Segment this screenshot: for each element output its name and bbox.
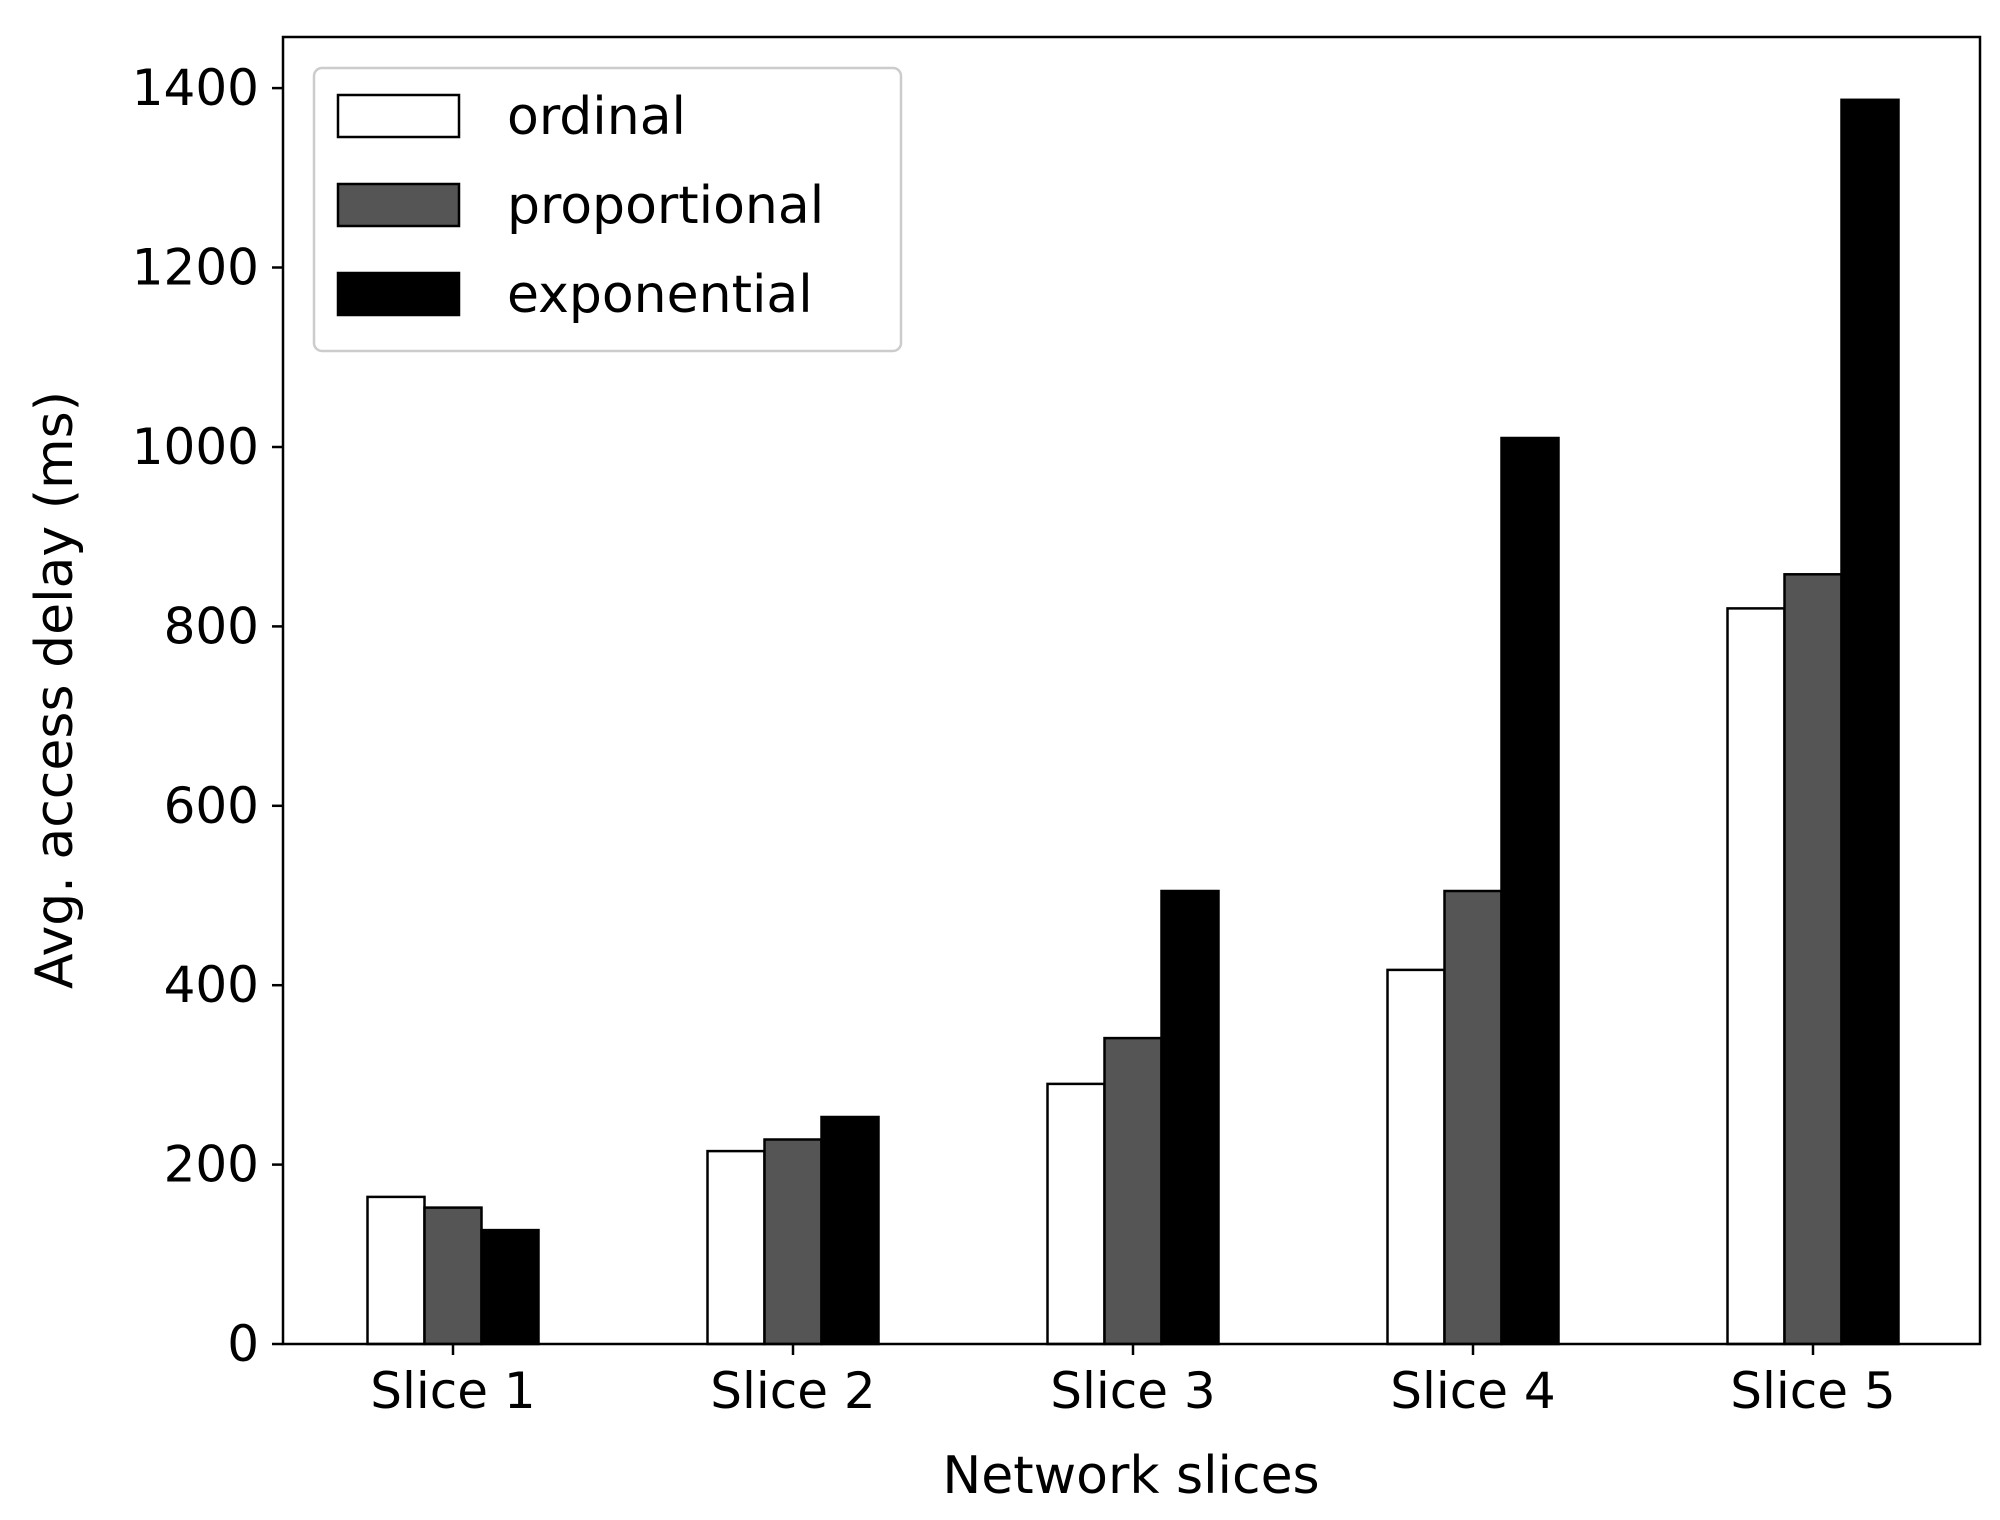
legend: ordinal proportional exponential — [312, 66, 903, 353]
bar-exponential-slice-5 — [1840, 98, 1900, 1346]
x-axis: Slice 1 Slice 2 Slice 3 Slice 4 Slice 5 — [370, 1344, 1896, 1420]
bar-proportional-slice-3 — [1103, 1036, 1163, 1346]
bar-ordinal-slice-2 — [706, 1149, 766, 1346]
legend-label-ordinal: ordinal — [507, 87, 686, 147]
y-tick-label: 1400 — [132, 59, 259, 117]
y-tick-label: 200 — [164, 1136, 259, 1194]
y-tick-label: 600 — [164, 777, 259, 835]
legend-label-proportional: proportional — [507, 176, 824, 236]
bar-ordinal-slice-3 — [1046, 1082, 1106, 1346]
legend-swatch-proportional — [336, 182, 461, 228]
bar-ordinal-slice-5 — [1726, 607, 1786, 1346]
x-tick-label: Slice 5 — [1730, 1362, 1895, 1420]
y-tick-label: 0 — [227, 1315, 259, 1373]
x-axis-title: Network slices — [942, 1446, 1319, 1506]
legend-frame — [312, 66, 903, 353]
bar-proportional-slice-5 — [1783, 573, 1843, 1346]
bars-layer — [366, 98, 1900, 1346]
bar-exponential-slice-3 — [1160, 889, 1220, 1346]
plot-area — [281, 35, 1982, 1346]
x-tick-label: Slice 2 — [710, 1362, 875, 1420]
bar-exponential-slice-1 — [480, 1228, 540, 1346]
bar-proportional-slice-1 — [423, 1206, 483, 1346]
bar-ordinal-slice-1 — [366, 1195, 426, 1346]
bar-exponential-slice-2 — [820, 1115, 880, 1346]
legend-swatch-ordinal — [336, 93, 461, 139]
bar-exponential-slice-4 — [1500, 436, 1560, 1346]
x-tick-label: Slice 1 — [370, 1362, 535, 1420]
bar-proportional-slice-4 — [1443, 889, 1503, 1346]
x-tick-label: Slice 4 — [1390, 1362, 1555, 1420]
y-axis-title: Avg. access delay (ms) — [25, 391, 85, 989]
y-tick-label: 1200 — [132, 239, 259, 297]
y-tick-label: 400 — [164, 956, 259, 1014]
bar-proportional-slice-2 — [763, 1138, 823, 1346]
legend-swatch-exponential — [336, 271, 461, 317]
y-axis: 0 200 400 600 800 1000 1200 1400 — [132, 59, 283, 1373]
bar-ordinal-slice-4 — [1386, 968, 1446, 1346]
x-tick-label: Slice 3 — [1050, 1362, 1215, 1420]
y-tick-label: 1000 — [132, 418, 259, 476]
y-tick-label: 800 — [164, 597, 259, 655]
legend-label-exponential: exponential — [507, 265, 813, 325]
